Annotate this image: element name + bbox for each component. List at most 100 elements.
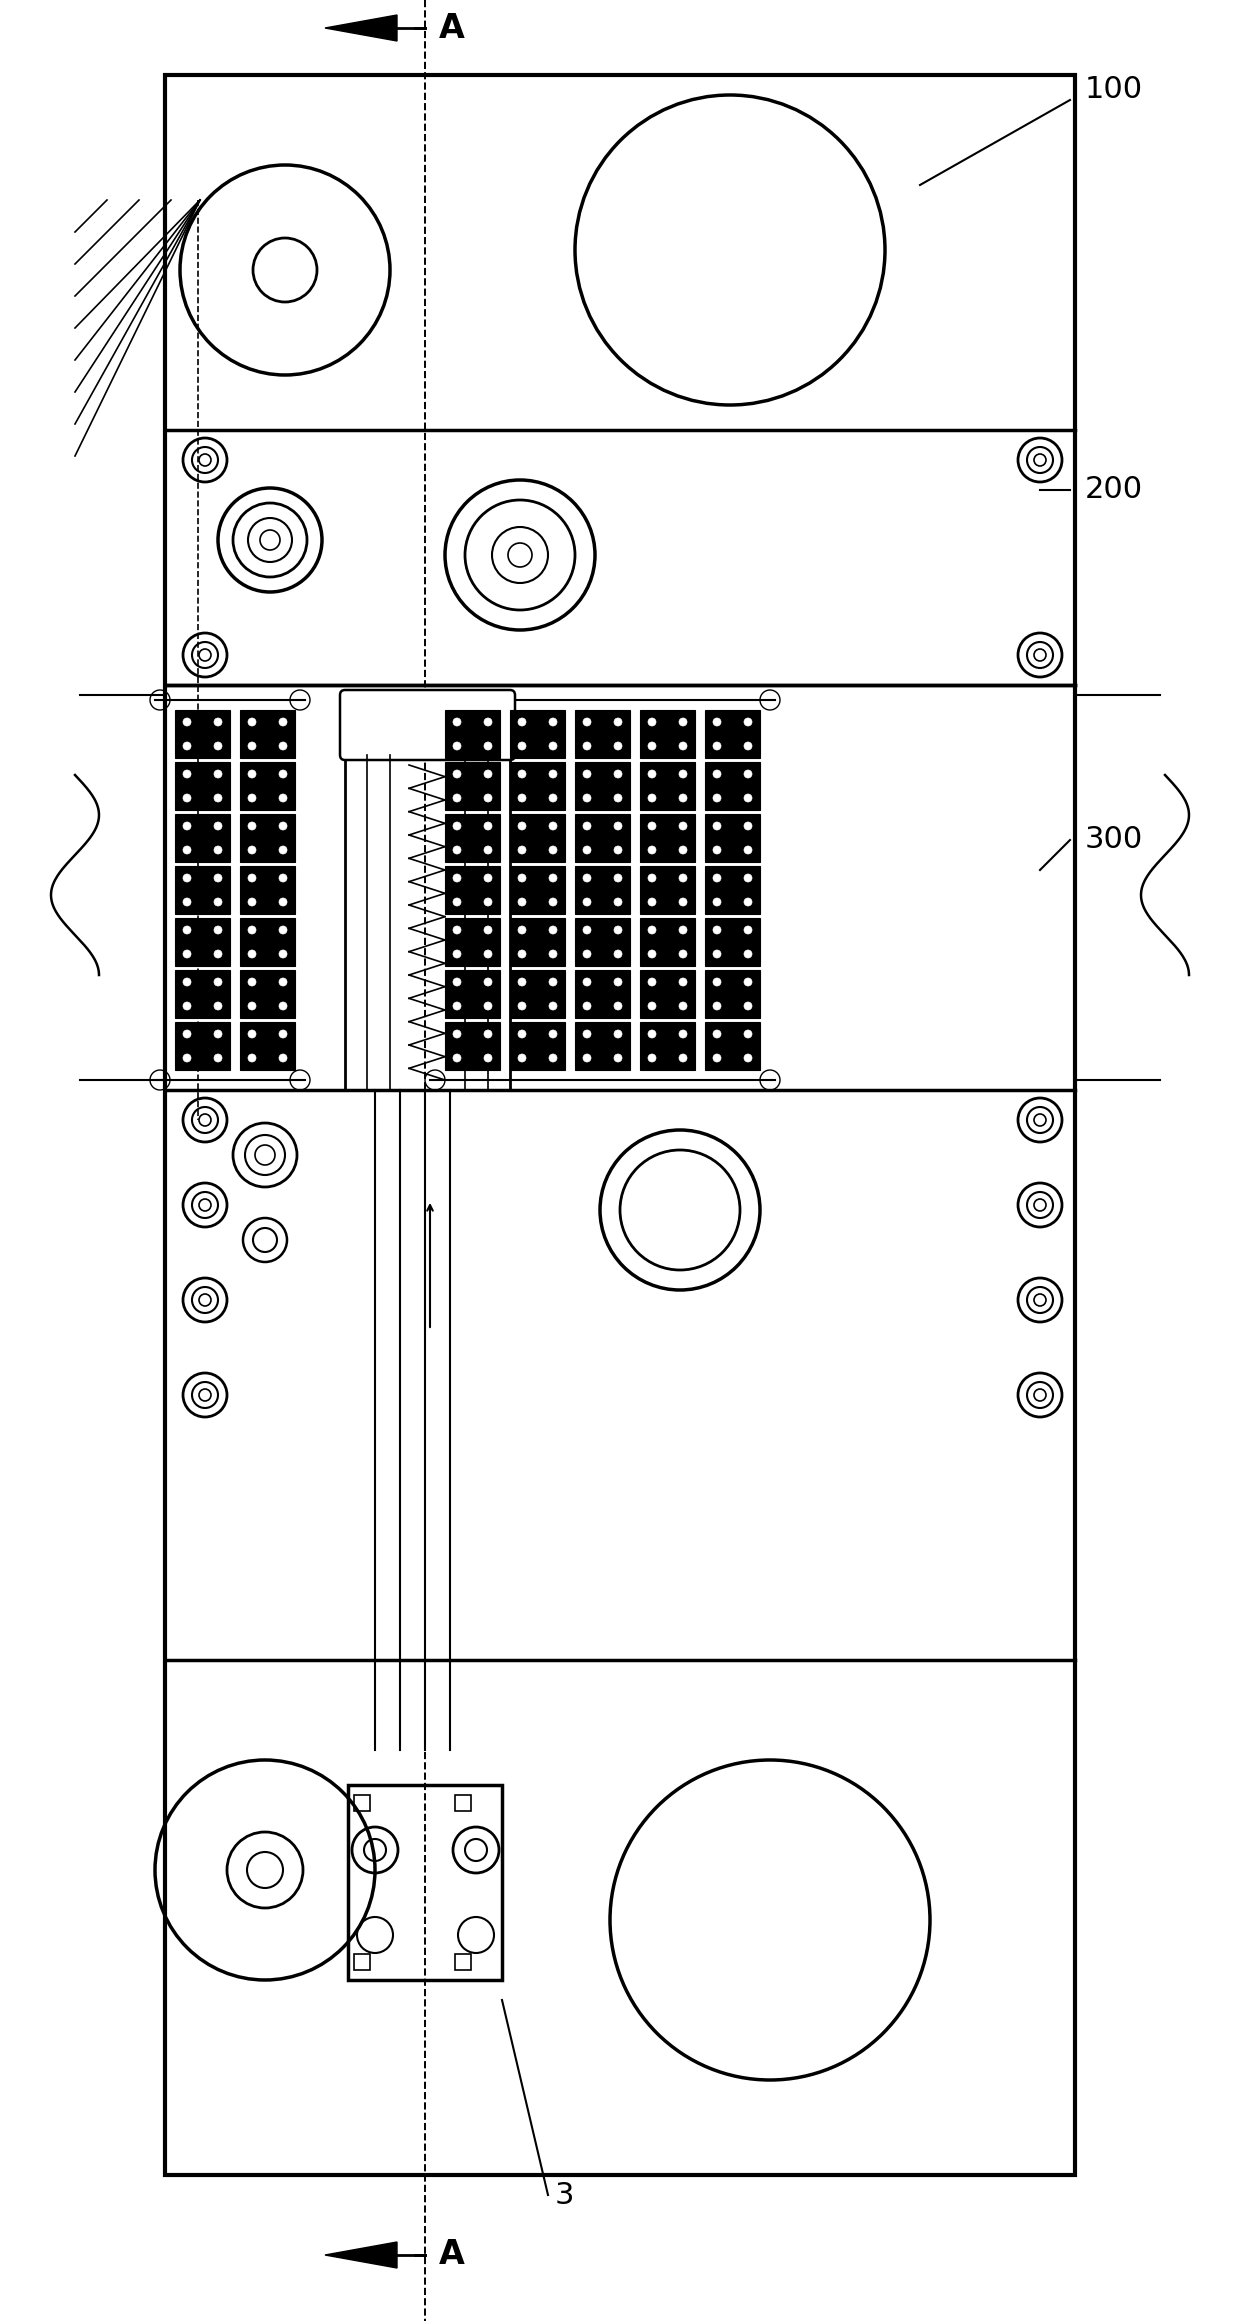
Circle shape <box>453 794 461 803</box>
Circle shape <box>744 717 751 726</box>
Circle shape <box>680 845 687 854</box>
Circle shape <box>680 717 687 726</box>
Circle shape <box>713 977 720 986</box>
Bar <box>510 815 565 861</box>
Circle shape <box>484 1031 492 1037</box>
Circle shape <box>453 1003 461 1010</box>
Bar <box>575 970 630 1019</box>
Circle shape <box>680 822 687 831</box>
Circle shape <box>680 898 687 905</box>
Circle shape <box>549 875 557 882</box>
Circle shape <box>744 977 751 986</box>
Circle shape <box>713 949 720 959</box>
Circle shape <box>518 1031 526 1037</box>
Circle shape <box>484 926 492 933</box>
Circle shape <box>614 771 622 778</box>
Bar <box>640 919 694 966</box>
Circle shape <box>713 875 720 882</box>
Circle shape <box>583 926 591 933</box>
Bar <box>345 694 510 1091</box>
Circle shape <box>184 822 191 831</box>
Circle shape <box>279 1003 286 1010</box>
Circle shape <box>215 794 222 803</box>
Circle shape <box>453 822 461 831</box>
Circle shape <box>484 717 492 726</box>
Bar <box>575 761 630 810</box>
Bar <box>575 710 630 759</box>
Circle shape <box>744 822 751 831</box>
Circle shape <box>680 794 687 803</box>
Circle shape <box>649 926 656 933</box>
Circle shape <box>680 1054 687 1063</box>
Circle shape <box>518 977 526 986</box>
Bar <box>175 866 229 914</box>
Circle shape <box>279 898 286 905</box>
Circle shape <box>215 743 222 750</box>
Circle shape <box>184 717 191 726</box>
Circle shape <box>215 822 222 831</box>
Circle shape <box>453 771 461 778</box>
Circle shape <box>453 898 461 905</box>
Circle shape <box>248 743 255 750</box>
Circle shape <box>484 977 492 986</box>
Circle shape <box>614 794 622 803</box>
Circle shape <box>713 794 720 803</box>
Circle shape <box>614 898 622 905</box>
Bar <box>165 74 1075 2175</box>
Circle shape <box>215 717 222 726</box>
Bar <box>706 761 760 810</box>
Bar <box>640 815 694 861</box>
Circle shape <box>649 875 656 882</box>
Circle shape <box>248 822 255 831</box>
Polygon shape <box>325 14 397 42</box>
Circle shape <box>744 926 751 933</box>
Text: 200: 200 <box>1085 476 1143 504</box>
Circle shape <box>583 743 591 750</box>
Bar <box>706 815 760 861</box>
Circle shape <box>184 1031 191 1037</box>
Circle shape <box>614 1054 622 1063</box>
Bar <box>241 1021 295 1070</box>
Bar <box>640 970 694 1019</box>
Circle shape <box>518 875 526 882</box>
Bar <box>241 919 295 966</box>
Circle shape <box>453 949 461 959</box>
Bar <box>241 710 295 759</box>
Circle shape <box>484 898 492 905</box>
Circle shape <box>279 926 286 933</box>
Circle shape <box>549 743 557 750</box>
FancyBboxPatch shape <box>340 689 515 759</box>
Circle shape <box>248 1003 255 1010</box>
Circle shape <box>549 822 557 831</box>
Circle shape <box>215 1003 222 1010</box>
Text: 3: 3 <box>556 2179 574 2210</box>
Circle shape <box>583 794 591 803</box>
Circle shape <box>184 743 191 750</box>
Circle shape <box>614 845 622 854</box>
Circle shape <box>680 1003 687 1010</box>
Circle shape <box>248 771 255 778</box>
Circle shape <box>248 926 255 933</box>
Circle shape <box>184 977 191 986</box>
Circle shape <box>649 949 656 959</box>
Bar <box>348 1785 502 1980</box>
Circle shape <box>649 743 656 750</box>
Circle shape <box>713 743 720 750</box>
Circle shape <box>549 717 557 726</box>
Circle shape <box>484 875 492 882</box>
Circle shape <box>583 845 591 854</box>
Circle shape <box>279 977 286 986</box>
Circle shape <box>279 717 286 726</box>
Bar <box>706 1021 760 1070</box>
Circle shape <box>215 1054 222 1063</box>
Bar <box>510 866 565 914</box>
Circle shape <box>453 977 461 986</box>
Circle shape <box>453 926 461 933</box>
Circle shape <box>248 845 255 854</box>
Circle shape <box>713 1031 720 1037</box>
Circle shape <box>484 743 492 750</box>
Circle shape <box>184 771 191 778</box>
Circle shape <box>614 875 622 882</box>
Circle shape <box>614 949 622 959</box>
Circle shape <box>248 898 255 905</box>
